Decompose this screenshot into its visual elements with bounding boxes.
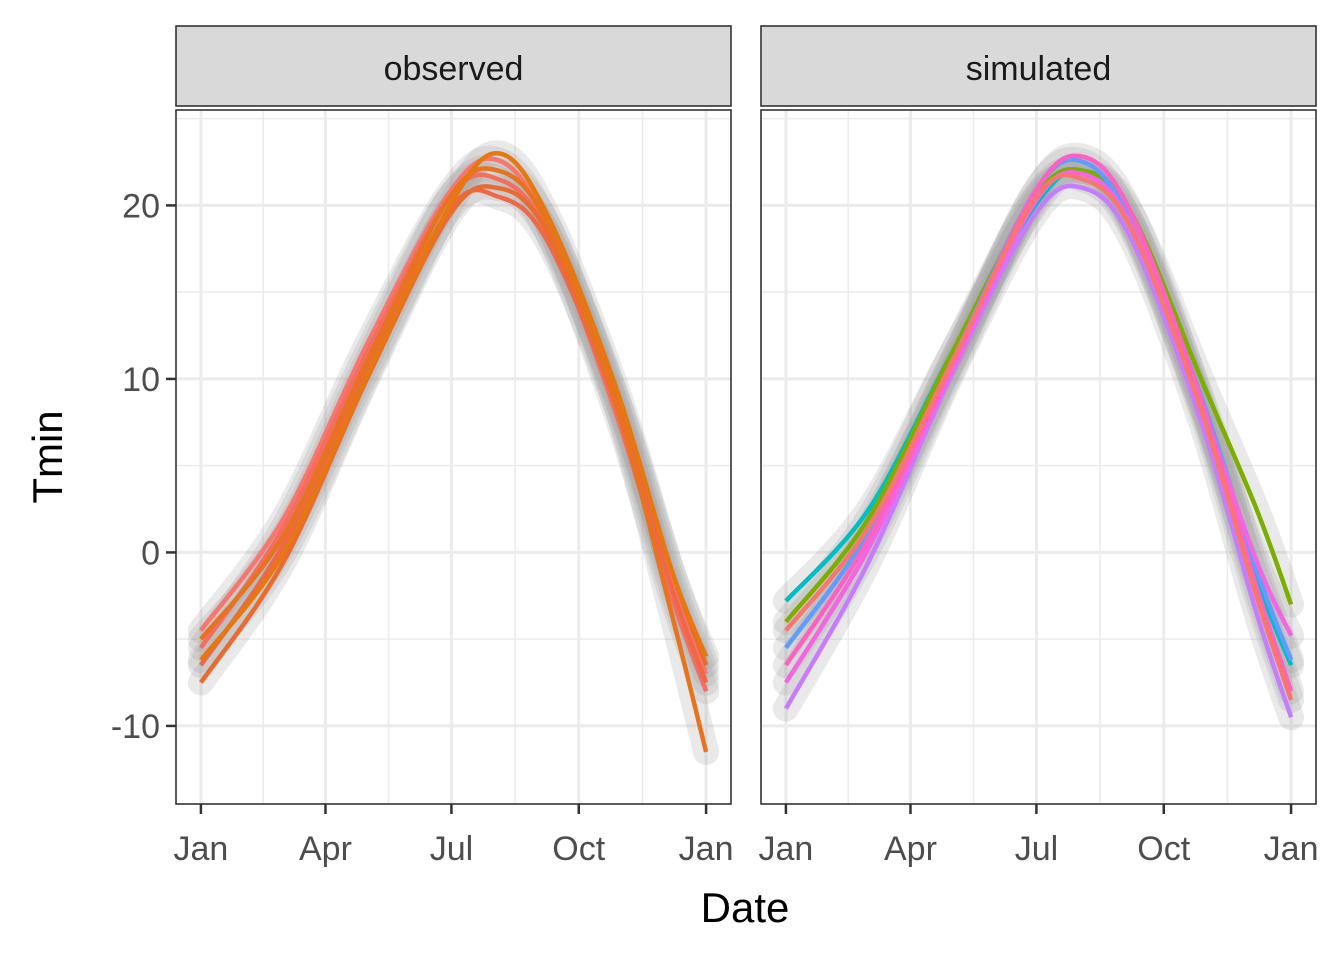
y-axis-title: Tmin [24,410,71,503]
y-tick-label: 20 [122,187,160,225]
y-tick-label: -10 [111,708,160,746]
series-line [784,172,1294,701]
series-line [199,166,709,753]
series-line [783,170,1294,684]
y-axis: -10 0 10 20 [111,187,176,746]
series-group [187,140,720,765]
x-tick-label: Jul [1015,830,1058,868]
strip-observed [175,25,732,107]
x-tick-label: Jul [430,830,473,868]
strip-label: observed [384,50,524,88]
x-axis-title: Date [701,884,790,931]
x-tick-label: Jan [173,830,228,868]
series-group [772,142,1305,731]
x-tick-label: Jan [1264,830,1319,868]
panel-border [760,109,1317,805]
series-line [199,187,709,684]
series-line [199,151,709,662]
strip-simulated [760,25,1317,107]
x-tick-label: Jan [679,830,734,868]
series-line [783,183,1294,718]
panel-simulated: simulated Jan Apr Jul Oct Jan [758,25,1319,868]
x-axis: Jan Apr Jul Oct Jan [173,804,734,868]
y-tick-label: 10 [122,361,160,399]
x-tick-label: Jan [758,830,813,868]
y-tick-label: 0 [141,534,160,572]
series-line [784,167,1294,624]
x-tick-label: Apr [299,830,352,868]
x-axis: Jan Apr Jul Oct Jan [758,804,1319,868]
panel-border [175,109,732,805]
x-tick-label: Apr [884,830,937,868]
panel-observed: observed Jan Apr Jul Oct Jan -10 0 10 20 [111,25,734,868]
series-line [784,153,1294,692]
x-tick-label: Oct [552,830,605,868]
x-tick-label: Oct [1137,830,1190,868]
strip-label: simulated [966,50,1112,88]
